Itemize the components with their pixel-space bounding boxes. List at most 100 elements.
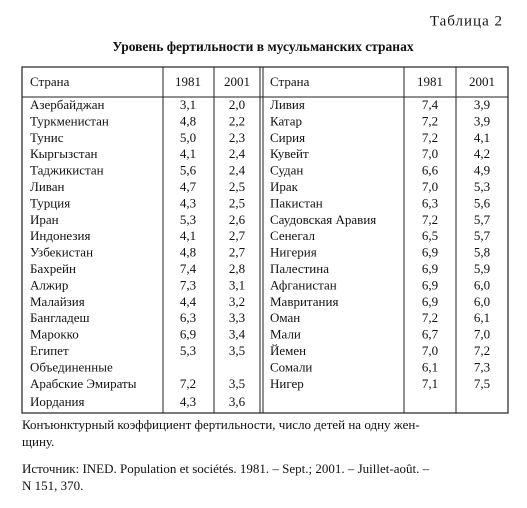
cell-value: 4,3 <box>180 394 196 409</box>
note: Конъюнктурный коэффициент фертильности, … <box>22 417 420 432</box>
cell-value: 3,3 <box>229 310 245 325</box>
country: Нигер <box>270 376 304 391</box>
country: Палестина <box>270 261 329 276</box>
cell-value: 7,2 <box>422 130 438 145</box>
heading: Уровень фертильности в мусульманских стр… <box>112 39 413 54</box>
cell-value: 3,6 <box>229 394 246 409</box>
cell-value: 2,7 <box>229 245 246 260</box>
cell-value: 6,9 <box>180 327 196 342</box>
cell-value: 4,3 <box>180 195 196 210</box>
cell-value: 4,4 <box>180 294 197 309</box>
cell-value: 6,7 <box>422 327 439 342</box>
country: Оман <box>270 310 300 325</box>
cell-value: 6,9 <box>422 261 438 276</box>
country: Сенегал <box>270 228 316 243</box>
country: Судан <box>270 163 303 178</box>
cell-value: 3,2 <box>229 294 245 309</box>
cell-value: 6,9 <box>422 277 438 292</box>
country: Бангладеш <box>30 310 90 325</box>
cell-value: 6,1 <box>422 359 438 374</box>
cell-value: 7,2 <box>422 113 438 128</box>
cell-value: 2,2 <box>229 113 245 128</box>
cell-value: 6,3 <box>422 195 438 210</box>
cell-value: 5,3 <box>474 179 490 194</box>
cell-value: 3,9 <box>474 113 490 128</box>
cell-value: 3,1 <box>229 277 245 292</box>
cell-value: 5,3 <box>180 212 196 227</box>
cell-value: 3,5 <box>229 343 245 358</box>
cell-value: 7,3 <box>180 277 196 292</box>
country: Малайзия <box>30 294 85 309</box>
cell-value: 6,9 <box>422 245 438 260</box>
cell-value: 5,6 <box>474 195 491 210</box>
country: Сомали <box>270 359 312 374</box>
country: Катар <box>270 113 302 128</box>
country: Мавритания <box>270 294 338 309</box>
cell-value: 7,2 <box>180 376 196 391</box>
source: Источник: INED. Population et sociétés. … <box>22 461 430 476</box>
cell-value: 7,0 <box>422 343 438 358</box>
cell-value: 4,1 <box>180 146 196 161</box>
cell-value: 6,1 <box>474 310 490 325</box>
cell-value: 4,1 <box>474 130 490 145</box>
column-header: 1981 <box>417 74 443 89</box>
country: Азербайджан <box>30 97 105 112</box>
cell-value: 2,5 <box>229 195 245 210</box>
cell-value: 5,6 <box>180 163 197 178</box>
cell-value: 2,4 <box>229 146 246 161</box>
cell-value: 7,1 <box>422 376 438 391</box>
cell-value: 7,5 <box>474 376 490 391</box>
cell-value: 7,2 <box>422 310 438 325</box>
country: Йемен <box>270 343 306 358</box>
country: Пакистан <box>270 195 323 210</box>
column-header: 2001 <box>224 74 250 89</box>
cell-value: 3,5 <box>229 376 245 391</box>
cell-value: 5,0 <box>180 130 196 145</box>
cell-value: 2,4 <box>229 163 246 178</box>
source: N 151, 370. <box>22 478 83 493</box>
country: Иордания <box>30 394 85 409</box>
cell-value: 3,4 <box>229 327 246 342</box>
cell-value: 3,9 <box>474 97 490 112</box>
country: Индонезия <box>30 228 90 243</box>
column-header: 2001 <box>469 74 495 89</box>
note: щину. <box>22 434 54 449</box>
country: Нигерия <box>270 245 317 260</box>
cell-value: 2,7 <box>229 228 246 243</box>
cell-value: 4,9 <box>474 163 490 178</box>
country: Кувейт <box>270 146 309 161</box>
cell-value: 7,4 <box>180 261 197 276</box>
cell-value: 2,0 <box>229 97 245 112</box>
country: Мали <box>270 327 301 342</box>
country: Иран <box>30 212 59 227</box>
cell-value: 4,8 <box>180 113 196 128</box>
table-border <box>21 66 509 414</box>
country: Ливан <box>30 179 65 194</box>
country: Туркменистан <box>30 113 109 128</box>
country: Тунис <box>30 130 64 145</box>
cell-value: 5,3 <box>180 343 196 358</box>
column-header: 1981 <box>175 74 201 89</box>
column-header: Страна <box>270 74 310 89</box>
country: Узбекистан <box>30 245 93 260</box>
country: Сирия <box>270 130 305 145</box>
cell-value: 4,1 <box>180 228 196 243</box>
country: Афганистан <box>270 277 337 292</box>
cell-value: 6,5 <box>422 228 438 243</box>
country: Алжир <box>30 277 68 292</box>
country: Ирак <box>270 179 299 194</box>
country: Марокко <box>30 327 79 342</box>
country: Бахрейн <box>30 261 76 276</box>
cell-value: 6,9 <box>422 294 438 309</box>
cell-value: 6,0 <box>474 294 490 309</box>
cell-value: 6,0 <box>474 277 490 292</box>
column-header: Страна <box>30 74 70 89</box>
cell-value: 2,3 <box>229 130 245 145</box>
cell-value: 7,2 <box>474 343 490 358</box>
country: Объединенные <box>30 359 113 374</box>
cell-value: 5,7 <box>474 228 491 243</box>
cell-value: 7,0 <box>422 179 438 194</box>
cell-value: 2,8 <box>229 261 245 276</box>
cell-value: 5,8 <box>474 245 490 260</box>
